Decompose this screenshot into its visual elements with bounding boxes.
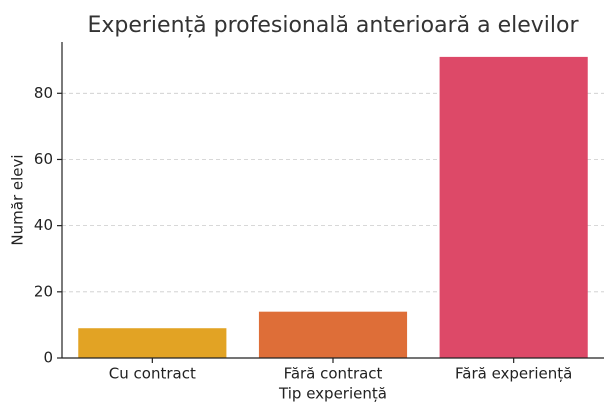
chart-title: Experiență profesională anterioară a ele… <box>87 13 579 38</box>
y-tick-label: 20 <box>34 282 53 300</box>
y-tick-label: 40 <box>34 216 53 234</box>
x-axis-label: Tip experiență <box>278 385 387 403</box>
bar <box>78 328 227 358</box>
x-tick-label: Fără experiență <box>455 365 572 383</box>
bar <box>439 56 588 359</box>
y-tick-label: 60 <box>34 150 53 168</box>
x-tick-label: Cu contract <box>109 365 196 383</box>
y-tick-label: 0 <box>43 349 53 367</box>
x-tick-label: Fără contract <box>284 365 383 383</box>
bar <box>258 311 408 358</box>
y-axis-label: Număr elevi <box>9 154 27 245</box>
y-tick-label: 80 <box>34 84 53 102</box>
